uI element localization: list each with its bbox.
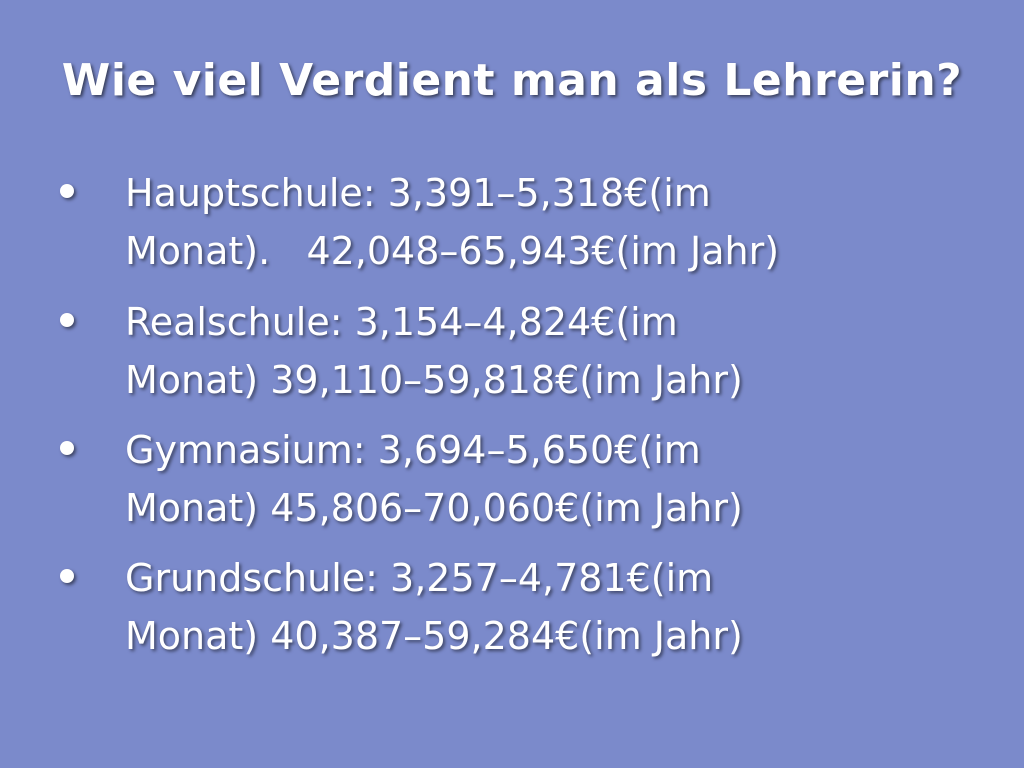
bullet-line: Gymnasium: 3,694–5,650€(im <box>125 428 701 472</box>
bullet-dot <box>60 441 74 455</box>
slide-title: Wie viel Verdient man als Lehrerin? <box>61 55 963 106</box>
bullet-line: Monat) 45,806–70,060€(im Jahr) <box>125 486 743 530</box>
bullet-line: Monat) 40,387–59,284€(im Jahr) <box>125 614 743 658</box>
bullet-line: Hauptschule: 3,391–5,318€(im <box>125 171 711 215</box>
bullet-line: Realschule: 3,154–4,824€(im <box>125 300 678 344</box>
bullet-dot <box>60 569 74 583</box>
bullet-line: Monat) 39,110–59,818€(im Jahr) <box>125 358 743 402</box>
bullet-line: Grundschule: 3,257–4,781€(im <box>125 556 714 600</box>
bullet-line: Monat). 42,048–65,943€(im Jahr) <box>125 229 780 273</box>
bullet-dot <box>60 313 74 327</box>
bullet-dot <box>60 184 74 198</box>
